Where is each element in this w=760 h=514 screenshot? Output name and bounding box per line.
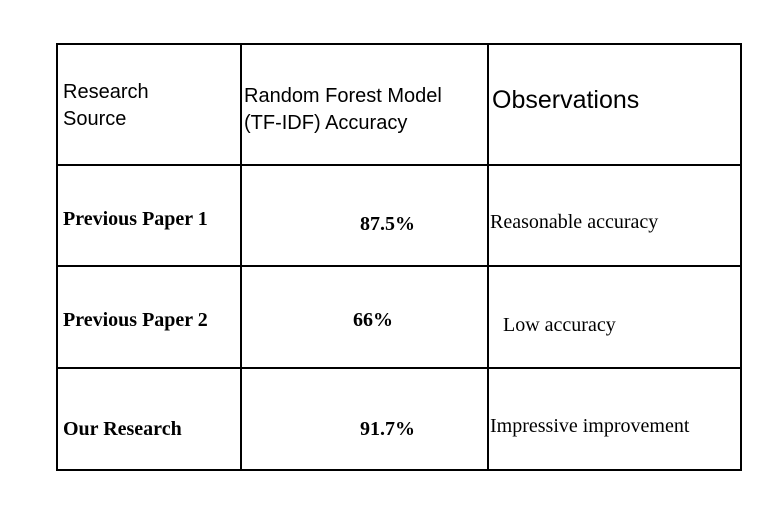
row-source: Our Research	[63, 418, 182, 440]
header-accuracy: Random Forest Model (TF-IDF) Accuracy	[244, 83, 442, 137]
header-line: Random Forest Model	[244, 85, 442, 107]
row-source: Previous Paper 1	[63, 208, 208, 230]
header-line: (TF-IDF) Accuracy	[244, 112, 408, 134]
row-accuracy: 91.7%	[360, 418, 415, 440]
column-divider	[487, 45, 489, 469]
row-source: Previous Paper 2	[63, 309, 208, 331]
row-divider	[58, 265, 740, 267]
header-line: Research	[63, 81, 149, 103]
column-divider	[240, 45, 242, 469]
header-observations: Observations	[492, 86, 640, 114]
row-observation: Reasonable accuracy	[490, 211, 659, 233]
comparison-table: Research Source Random Forest Model (TF-…	[56, 43, 742, 471]
row-divider	[58, 367, 740, 369]
row-observation: Impressive improvement	[490, 415, 690, 437]
row-accuracy: 87.5%	[360, 213, 415, 235]
header-research-source: Research Source	[63, 79, 149, 133]
row-divider	[58, 164, 740, 166]
row-accuracy: 66%	[353, 309, 393, 331]
header-line: Source	[63, 108, 127, 130]
row-observation: Low accuracy	[503, 314, 616, 336]
